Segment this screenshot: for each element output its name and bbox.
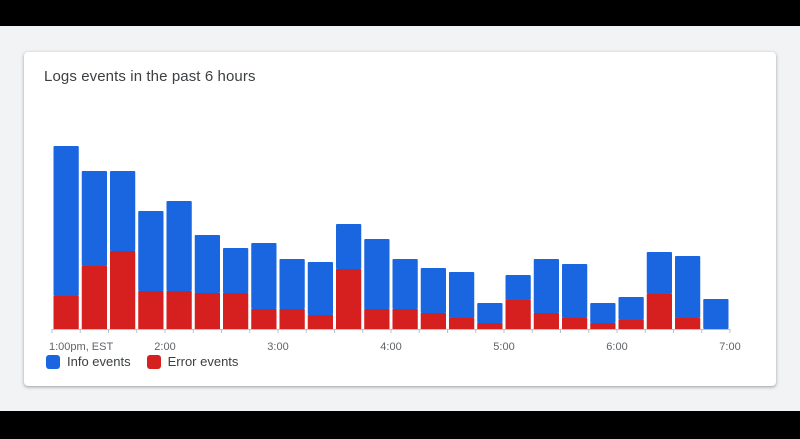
chart-card: Logs events in the past 6 hours 1:00pm, …	[24, 52, 776, 386]
bar-error-19[interactable]	[590, 323, 616, 329]
x-tick-label: 4:00	[380, 341, 401, 352]
bar-info-10[interactable]	[336, 224, 362, 269]
bar-info-7[interactable]	[251, 243, 277, 309]
bar-error-4[interactable]	[166, 291, 192, 329]
legend-item-info[interactable]: Info events	[46, 354, 131, 369]
bar-info-4[interactable]	[166, 201, 192, 291]
bar-error-22[interactable]	[675, 318, 701, 329]
bar-info-5[interactable]	[194, 235, 220, 293]
bar-error-12[interactable]	[392, 309, 418, 329]
bar-error-20[interactable]	[618, 320, 644, 329]
bar-error-7[interactable]	[251, 309, 277, 329]
bar-info-23[interactable]	[703, 299, 729, 329]
bar-info-19[interactable]	[590, 303, 616, 323]
legend-swatch-info	[46, 354, 60, 369]
legend-swatch-error	[146, 354, 161, 369]
bar-error-0[interactable]	[53, 296, 79, 329]
bar-error-17[interactable]	[533, 313, 559, 329]
bar-info-12[interactable]	[392, 259, 418, 309]
bar-error-16[interactable]	[505, 300, 531, 329]
bar-info-6[interactable]	[223, 248, 249, 293]
bar-error-2[interactable]	[110, 251, 136, 329]
bar-info-17[interactable]	[533, 259, 559, 313]
x-tick-label: 3:00	[267, 341, 288, 352]
x-tick-label: 2:00	[154, 341, 175, 352]
legend-label-info: Info events	[67, 354, 131, 369]
bar-error-14[interactable]	[449, 318, 475, 329]
bar-info-16[interactable]	[505, 275, 531, 300]
bar-info-18[interactable]	[562, 264, 588, 318]
bar-info-8[interactable]	[279, 259, 305, 309]
bar-error-11[interactable]	[364, 309, 390, 329]
bar-info-21[interactable]	[646, 252, 672, 294]
chart-title: Logs events in the past 6 hours	[44, 68, 256, 85]
x-tick-label: 7:00	[719, 341, 740, 352]
bar-info-0[interactable]	[53, 146, 79, 296]
bar-info-20[interactable]	[618, 297, 644, 320]
bar-error-21[interactable]	[646, 294, 672, 329]
bar-error-18[interactable]	[562, 318, 588, 329]
bar-error-1[interactable]	[81, 266, 107, 329]
bar-info-3[interactable]	[138, 211, 164, 291]
bar-info-14[interactable]	[449, 272, 475, 318]
bar-error-6[interactable]	[223, 293, 249, 329]
legend-label-error: Error events	[167, 354, 239, 369]
x-tick-label: 5:00	[493, 341, 514, 352]
bar-chart: 1:00pm, EST 2:00 3:00 4:00 5:00 6:00 7:00	[49, 146, 741, 352]
x-tick-label: 1:00pm, EST	[49, 341, 113, 352]
page-background: Logs events in the past 6 hours 1:00pm, …	[0, 26, 800, 411]
bar-info-13[interactable]	[420, 268, 446, 313]
bar-error-15[interactable]	[477, 323, 503, 329]
bar-info-22[interactable]	[675, 256, 701, 318]
legend-item-error[interactable]: Error events	[146, 354, 239, 369]
bar-error-9[interactable]	[307, 315, 333, 329]
bar-info-2[interactable]	[110, 171, 136, 251]
x-tick-label: 6:00	[606, 341, 627, 352]
bar-error-5[interactable]	[194, 293, 220, 329]
bar-info-1[interactable]	[81, 171, 107, 266]
bar-error-8[interactable]	[279, 309, 305, 329]
bar-error-13[interactable]	[420, 313, 446, 329]
bar-error-3[interactable]	[138, 291, 164, 329]
chart-legend: Info events Error events	[46, 354, 254, 369]
bar-info-11[interactable]	[364, 239, 390, 309]
bar-info-9[interactable]	[307, 262, 333, 315]
bar-error-10[interactable]	[336, 269, 362, 329]
bar-info-15[interactable]	[477, 303, 503, 323]
